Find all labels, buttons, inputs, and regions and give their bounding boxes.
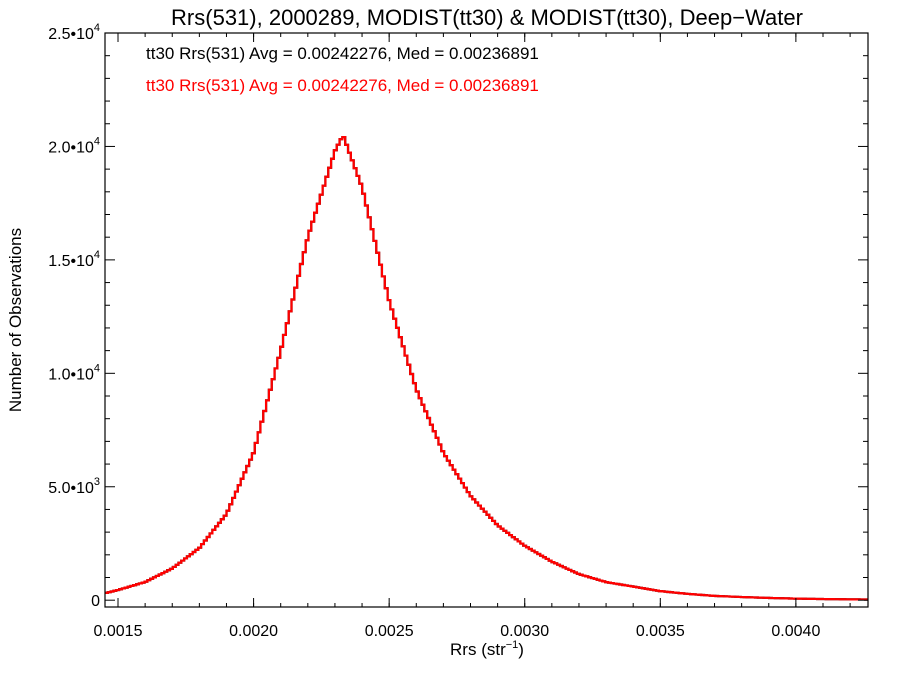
chart-title: Rrs(531), 2000289, MODIST(tt30) & MODIST… xyxy=(171,5,803,30)
series-line-1 xyxy=(105,135,868,601)
x-tick-label: 0.0025 xyxy=(365,623,414,640)
series-layer xyxy=(105,135,868,601)
y-axis: 0 5.0•103 1.0•104 1.5•104 2.0•104 2.5•104 xyxy=(48,22,868,610)
y-tick-label: 2.0•104 xyxy=(48,135,100,156)
x-tick-label: 0.0020 xyxy=(229,623,278,640)
y-tick-label: 1.0•104 xyxy=(48,362,100,383)
x-axis-title: Rrs (str−1) xyxy=(450,639,524,659)
x-tick-label: 0.0035 xyxy=(636,623,685,640)
legend: tt30 Rrs(531) Avg = 0.00242276, Med = 0.… xyxy=(146,44,539,95)
x-tick-label: 0.0030 xyxy=(500,623,549,640)
x-tick-label: 0.0015 xyxy=(94,623,143,640)
x-tick-label: 0.0040 xyxy=(771,623,820,640)
y-tick-label: 0 xyxy=(91,593,100,610)
y-tick-label: 2.5•104 xyxy=(48,22,100,43)
legend-entry-red: tt30 Rrs(531) Avg = 0.00242276, Med = 0.… xyxy=(146,76,539,95)
y-tick-label: 5.0•103 xyxy=(48,476,100,497)
y-axis-title: Number of Observations xyxy=(6,228,25,412)
plot-frame xyxy=(104,32,869,608)
y-tick-label: 1.5•104 xyxy=(48,249,100,270)
series-line-0 xyxy=(105,135,868,601)
legend-entry-black: tt30 Rrs(531) Avg = 0.00242276, Med = 0.… xyxy=(146,44,539,63)
x-axis: 0.0015 0.0020 0.0025 0.0030 0.0035 0.0040 xyxy=(94,33,851,640)
